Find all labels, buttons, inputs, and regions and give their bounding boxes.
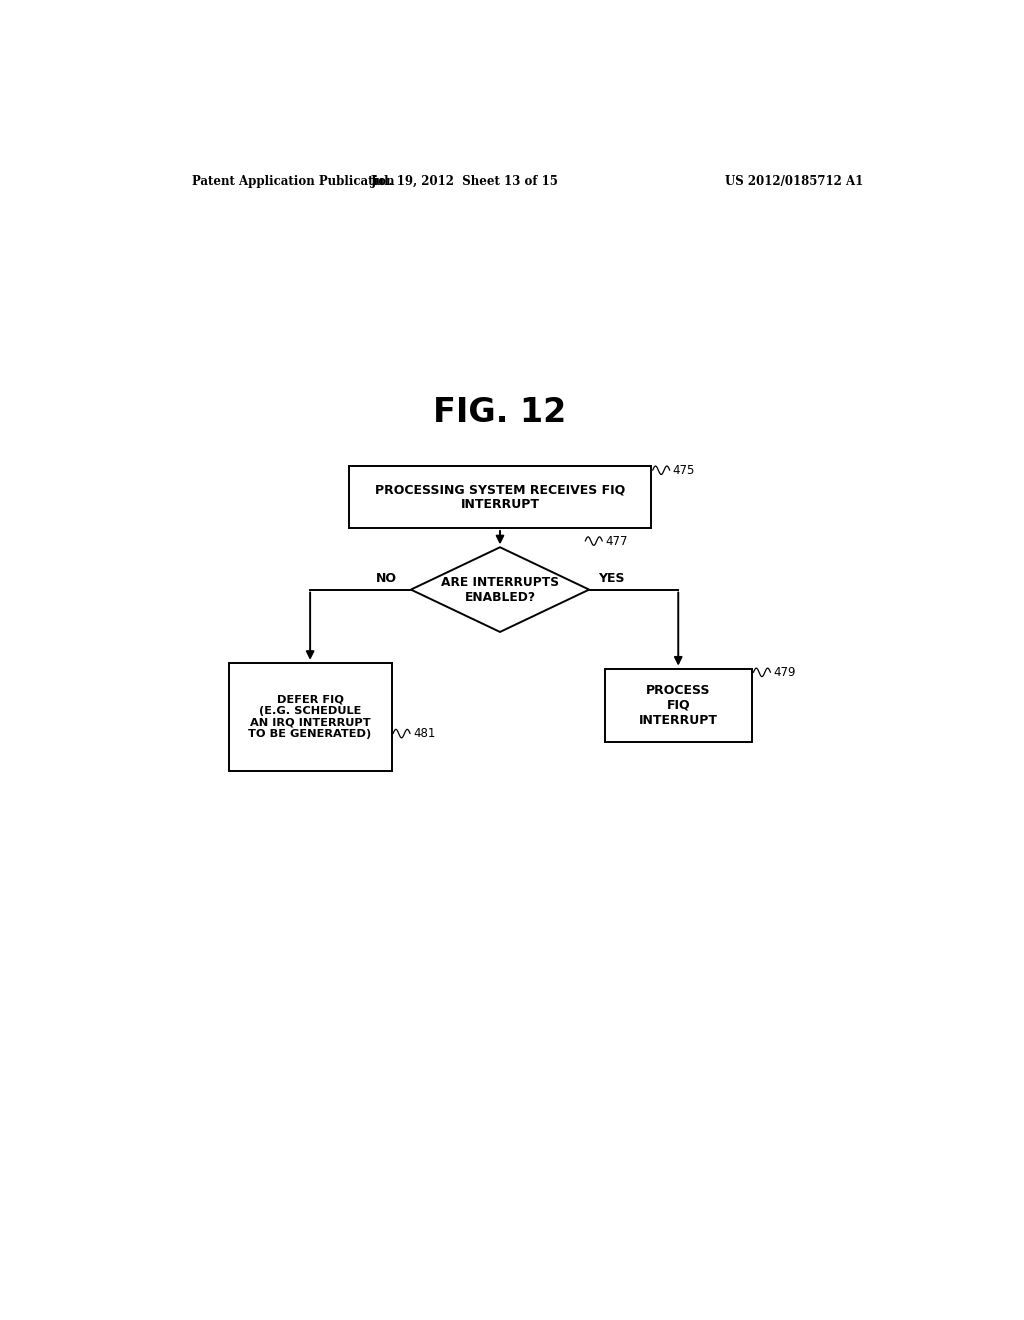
Bar xyxy=(604,668,752,742)
Text: PROCESSING SYSTEM RECEIVES FIQ
INTERRUPT: PROCESSING SYSTEM RECEIVES FIQ INTERRUPT xyxy=(375,483,625,511)
Text: DEFER FIQ
(E.G. SCHEDULE
AN IRQ INTERRUPT
TO BE GENERATED): DEFER FIQ (E.G. SCHEDULE AN IRQ INTERRUP… xyxy=(249,694,372,739)
Bar xyxy=(349,466,651,528)
Text: US 2012/0185712 A1: US 2012/0185712 A1 xyxy=(725,176,863,187)
Bar xyxy=(228,663,391,771)
Text: 479: 479 xyxy=(773,665,796,678)
Text: Jul. 19, 2012  Sheet 13 of 15: Jul. 19, 2012 Sheet 13 of 15 xyxy=(371,176,559,187)
Text: ARE INTERRUPTS
ENABLED?: ARE INTERRUPTS ENABLED? xyxy=(441,576,559,603)
Text: 475: 475 xyxy=(673,463,695,477)
Text: NO: NO xyxy=(376,573,397,585)
Polygon shape xyxy=(411,548,589,632)
Text: 477: 477 xyxy=(605,535,628,548)
Text: Patent Application Publication: Patent Application Publication xyxy=(191,176,394,187)
Text: YES: YES xyxy=(598,573,625,585)
Text: PROCESS
FIQ
INTERRUPT: PROCESS FIQ INTERRUPT xyxy=(639,684,718,726)
Text: 481: 481 xyxy=(414,727,435,741)
Text: FIG. 12: FIG. 12 xyxy=(433,396,566,429)
